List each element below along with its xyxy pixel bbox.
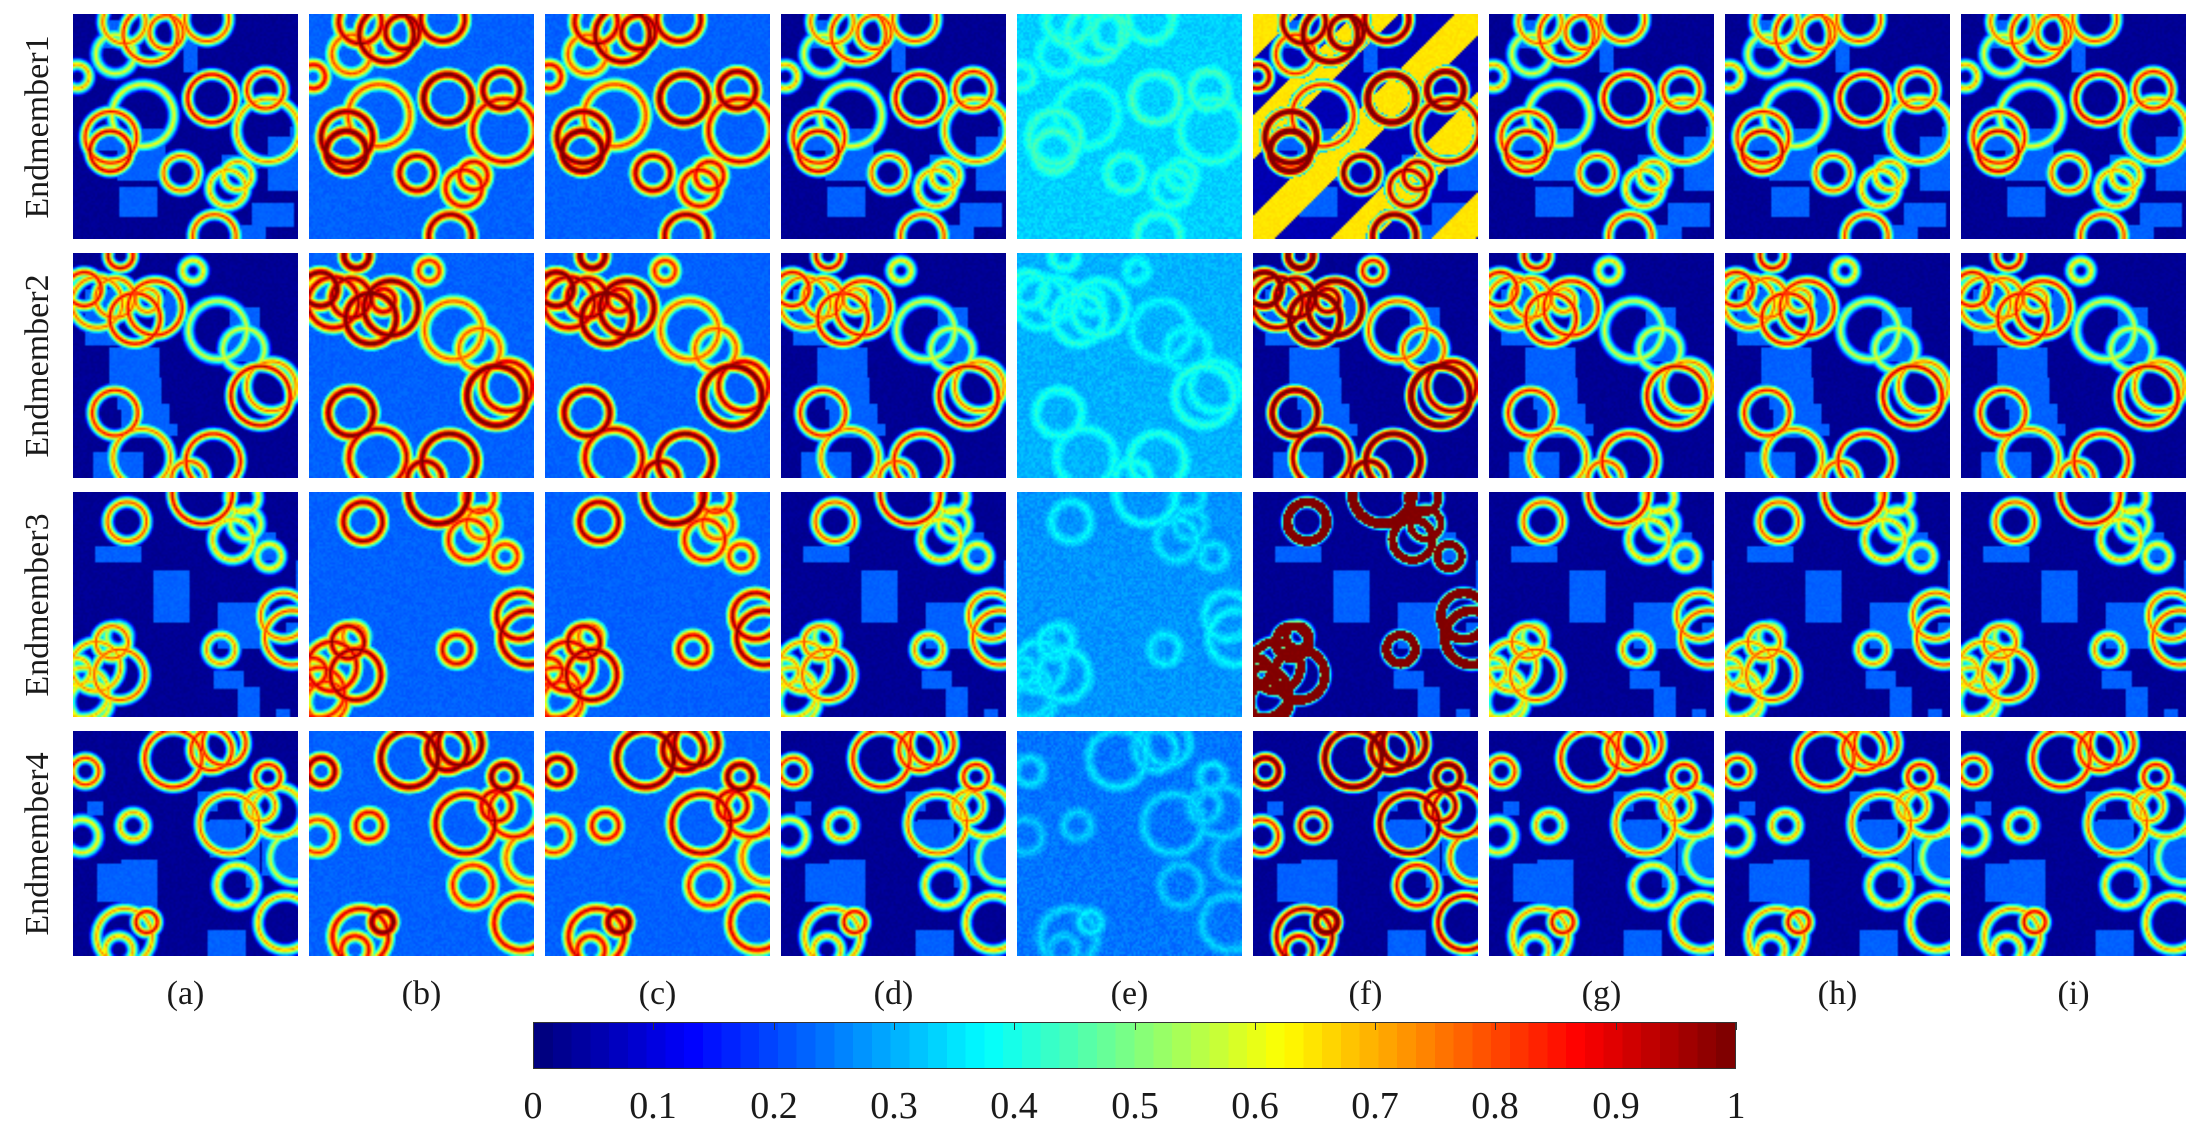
abundance-map-r3-c2 (309, 492, 534, 717)
abundance-map-r3-c1 (73, 492, 298, 717)
colorbar-tick-mark (533, 1022, 534, 1030)
abundance-map-r1-c4 (781, 14, 1006, 239)
row-label-endmember4: Endmember4 (19, 751, 56, 936)
colorbar (533, 1022, 1736, 1069)
colorbar-tick-label: 0.6 (1231, 1085, 1279, 1127)
abundance-map-r3-c7 (1489, 492, 1714, 717)
colorbar-tick-label: 0 (523, 1085, 543, 1127)
colorbar-tick-mark (1014, 1022, 1015, 1030)
abundance-map-r3-c8 (1725, 492, 1950, 717)
abundance-map-r1-c2 (309, 14, 534, 239)
abundance-map-r3-c4 (781, 492, 1006, 717)
abundance-map-r4-c7 (1489, 731, 1714, 956)
column-label-i: (i) (2057, 975, 2090, 1012)
column-label-a: (a) (166, 975, 205, 1012)
column-label-h: (h) (1817, 975, 1858, 1012)
abundance-map-r2-c3 (545, 253, 770, 478)
colorbar-tick-mark (1736, 1022, 1737, 1030)
colorbar-tick-mark (1375, 1022, 1376, 1030)
colorbar-tick-mark (774, 1022, 775, 1030)
abundance-map-r4-c4 (781, 731, 1006, 956)
colorbar-tick-mark (653, 1022, 654, 1030)
row-label-endmember1: Endmember1 (19, 34, 56, 219)
column-label-g: (g) (1581, 975, 1622, 1012)
abundance-map-r1-c8 (1725, 14, 1950, 239)
abundance-map-r4-c2 (309, 731, 534, 956)
abundance-map-r4-c5 (1017, 731, 1242, 956)
abundance-map-r2-c9 (1961, 253, 2186, 478)
colorbar-tick-label: 0.7 (1351, 1085, 1399, 1127)
abundance-map-r1-c3 (545, 14, 770, 239)
colorbar-tick-mark (1255, 1022, 1256, 1030)
abundance-map-r2-c2 (309, 253, 534, 478)
abundance-map-r2-c7 (1489, 253, 1714, 478)
colorbar-tick-label: 0.1 (629, 1085, 677, 1127)
abundance-map-r2-c6 (1253, 253, 1478, 478)
abundance-map-r2-c1 (73, 253, 298, 478)
abundance-map-r1-c7 (1489, 14, 1714, 239)
abundance-map-r4-c8 (1725, 731, 1950, 956)
colorbar-tick-mark (1616, 1022, 1617, 1030)
abundance-map-r2-c5 (1017, 253, 1242, 478)
colorbar-tick-mark (1135, 1022, 1136, 1030)
abundance-map-r4-c1 (73, 731, 298, 956)
column-label-f: (f) (1348, 975, 1383, 1012)
abundance-map-r1-c5 (1017, 14, 1242, 239)
colorbar-tick-label: 0.3 (870, 1085, 918, 1127)
abundance-map-r1-c9 (1961, 14, 2186, 239)
row-label-endmember3: Endmember3 (19, 512, 56, 697)
colorbar-tick-label: 1 (1726, 1085, 1746, 1127)
abundance-map-r4-c9 (1961, 731, 2186, 956)
abundance-map-r3-c5 (1017, 492, 1242, 717)
abundance-map-r2-c4 (781, 253, 1006, 478)
abundance-map-r3-c3 (545, 492, 770, 717)
colorbar-tick-mark (894, 1022, 895, 1030)
colorbar-tick-label: 0.9 (1592, 1085, 1640, 1127)
colorbar-tick-label: 0.2 (750, 1085, 798, 1127)
abundance-map-r1-c6 (1253, 14, 1478, 239)
abundance-map-r2-c8 (1725, 253, 1950, 478)
abundance-map-r4-c6 (1253, 731, 1478, 956)
column-label-d: (d) (873, 975, 914, 1012)
abundance-map-r1-c1 (73, 14, 298, 239)
colorbar-tick-label: 0.4 (990, 1085, 1038, 1127)
column-label-b: (b) (401, 975, 442, 1012)
colorbar-tick-label: 0.8 (1471, 1085, 1519, 1127)
abundance-map-r3-c9 (1961, 492, 2186, 717)
column-label-c: (c) (638, 975, 677, 1012)
colorbar-tick-mark (1495, 1022, 1496, 1030)
column-label-e: (e) (1110, 975, 1149, 1012)
abundance-map-r3-c6 (1253, 492, 1478, 717)
row-label-endmember2: Endmember2 (19, 273, 56, 458)
colorbar-tick-label: 0.5 (1111, 1085, 1159, 1127)
abundance-map-r4-c3 (545, 731, 770, 956)
